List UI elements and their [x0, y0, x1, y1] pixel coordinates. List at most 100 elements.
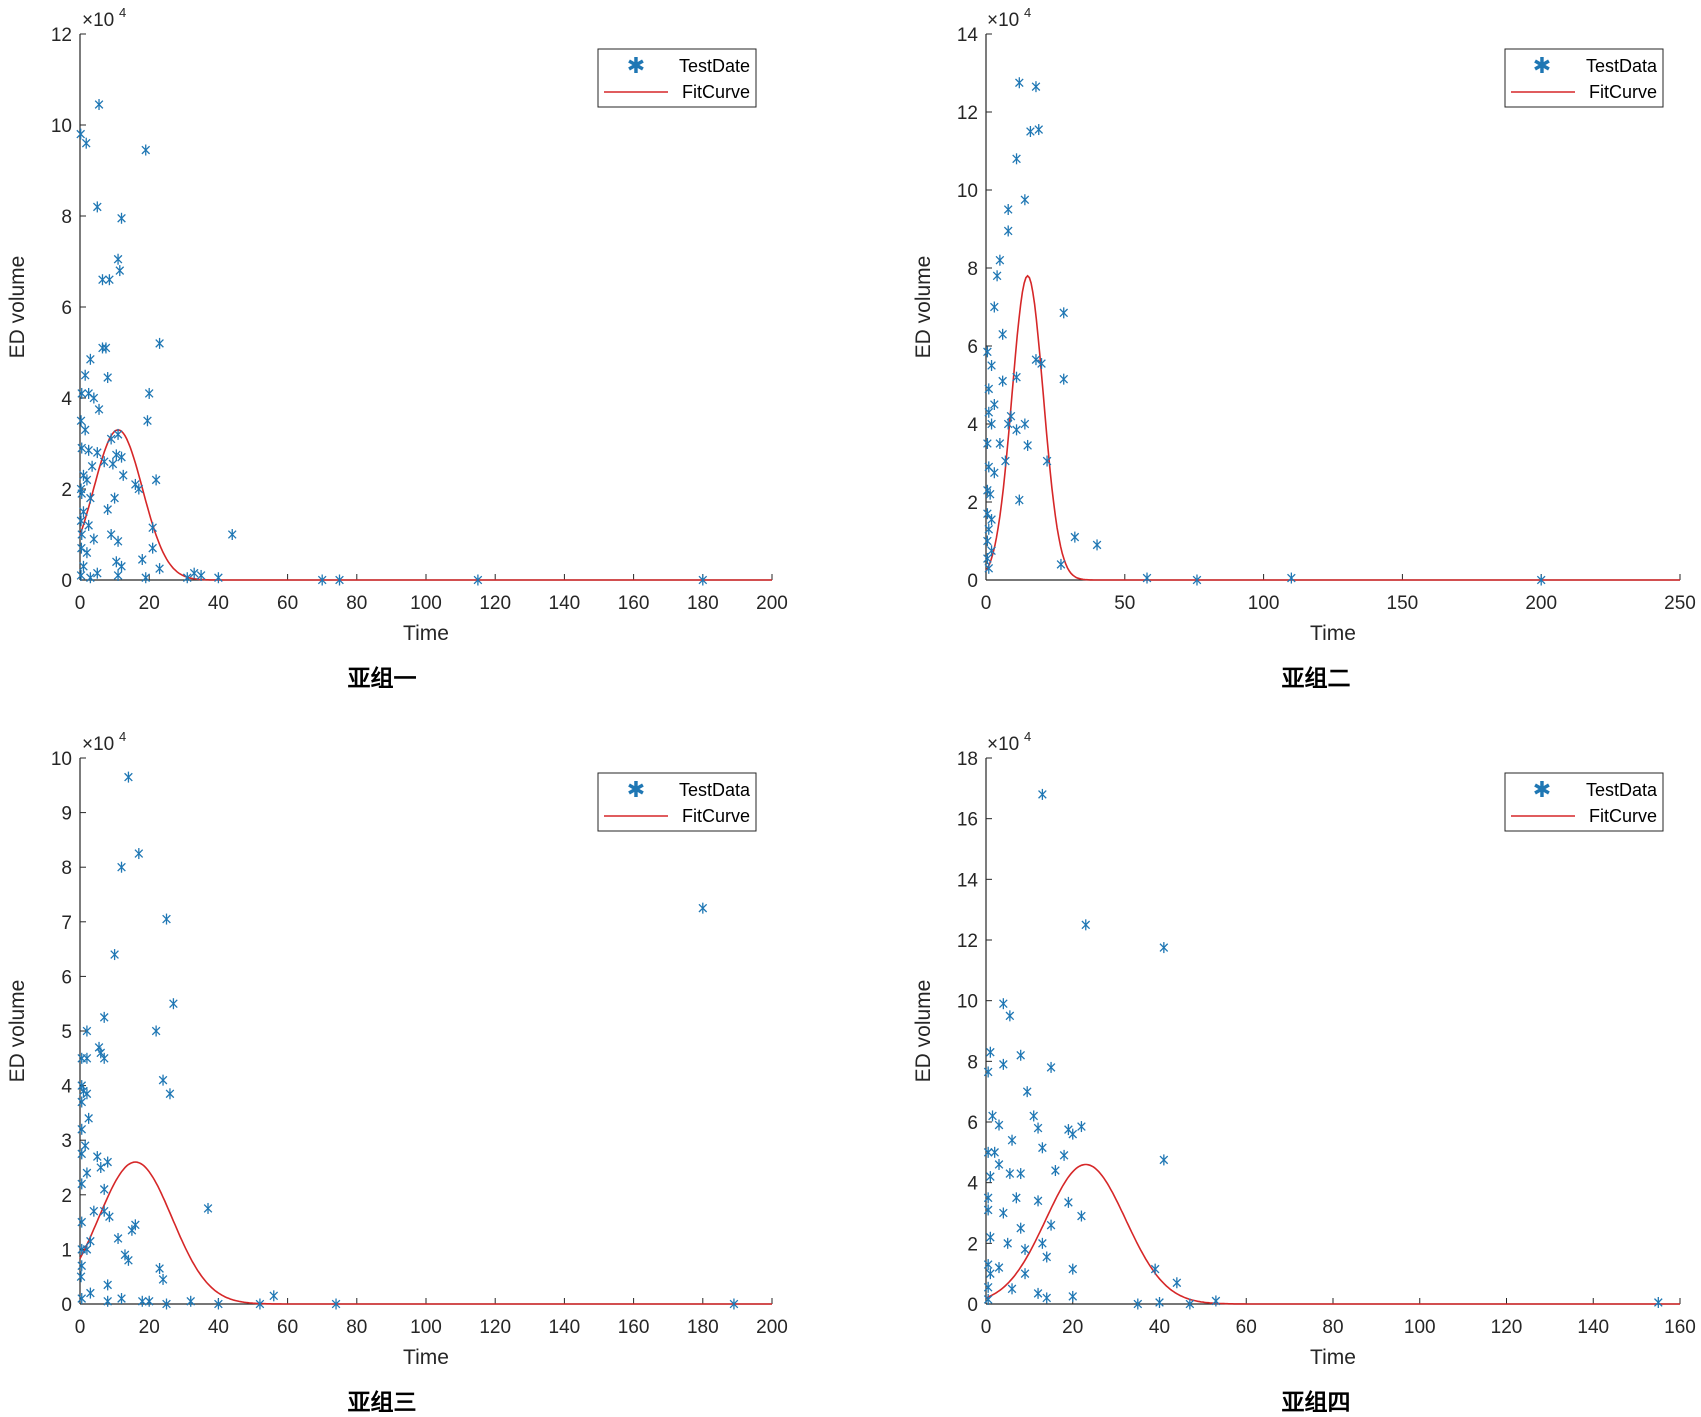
panel-caption: 亚组一 [348, 665, 417, 692]
data-point [99, 1052, 109, 1064]
data-point [144, 387, 154, 399]
y-tick-label: 8 [967, 1052, 978, 1073]
x-tick-label: 80 [346, 593, 367, 614]
y-axis-label: ED volume [6, 980, 29, 1083]
x-tick-label: 200 [1525, 593, 1557, 614]
data-point [82, 474, 92, 486]
data-point [103, 1279, 112, 1291]
data-point [1159, 942, 1169, 954]
y-tick-label: 3 [61, 1131, 72, 1152]
x-tick-label: 140 [549, 593, 581, 614]
data-point [115, 265, 125, 277]
data-point [729, 1298, 739, 1310]
data-point [1001, 455, 1010, 467]
data-point [89, 1205, 99, 1217]
data-point [1159, 1154, 1169, 1166]
data-point [120, 1249, 130, 1261]
data-point [1029, 1110, 1039, 1122]
data-point [81, 137, 91, 149]
x-tick-label: 160 [1664, 1317, 1696, 1338]
legend-entry-1-marker: ✱ [1533, 53, 1551, 78]
data-point [994, 1119, 1004, 1131]
y-axis-label: ED volume [912, 256, 935, 359]
data-point [76, 128, 86, 140]
data-point [86, 353, 95, 365]
data-point [998, 328, 1007, 340]
legend-entry-1-marker: ✱ [627, 777, 645, 802]
data-point [96, 1047, 106, 1059]
data-point [1012, 371, 1021, 383]
data-point [92, 567, 102, 579]
data-point [143, 415, 152, 427]
data-point [1038, 788, 1047, 800]
data-point [214, 572, 223, 584]
data-point [983, 553, 992, 565]
data-point [80, 369, 90, 381]
data-point [983, 508, 992, 520]
data-point [105, 274, 114, 286]
data-point [151, 1025, 161, 1037]
y-tick-label: 0 [61, 1295, 72, 1316]
data-point [987, 418, 996, 430]
data-point [86, 1235, 95, 1247]
data-point [1042, 1251, 1052, 1263]
legend-entry-2-label: FitCurve [1589, 806, 1657, 826]
data-point [101, 342, 111, 354]
data-point [141, 572, 151, 584]
data-point [89, 392, 99, 404]
exponent-label: ×10 4 [987, 729, 1031, 755]
data-point [155, 563, 164, 575]
data-point [994, 1158, 1004, 1170]
exponent-power: 4 [119, 5, 126, 20]
data-point [984, 523, 994, 535]
x-tick-label: 200 [756, 593, 788, 614]
data-point [148, 522, 157, 534]
plot-area [80, 758, 772, 1304]
data-point [77, 488, 87, 500]
fit-curve-line [79, 429, 772, 581]
exponent-base: ×10 [987, 10, 1019, 31]
panel-2: 亚组二 Time ED volume ×10 4 0 50 100 150 200 250… [912, 5, 1696, 692]
data-point [698, 902, 708, 914]
data-point [82, 1243, 92, 1255]
panel-caption: 亚组三 [348, 1389, 417, 1416]
y-tick-label: 8 [967, 259, 978, 280]
data-point [1012, 153, 1021, 165]
data-point [999, 998, 1008, 1010]
x-tick-label: 40 [208, 593, 229, 614]
data-point [117, 861, 126, 873]
plot-area [986, 758, 1680, 1304]
exponent-power: 4 [1024, 5, 1031, 20]
data-point [134, 848, 144, 860]
data-point [1020, 418, 1030, 430]
legend-box [597, 772, 757, 832]
x-tick-label: 80 [1322, 1317, 1343, 1338]
x-tick-label: 100 [410, 1317, 442, 1338]
data-point [148, 542, 157, 554]
scatter-series [76, 771, 739, 1310]
x-tick-label: 160 [618, 593, 650, 614]
legend-entry-2-label: FitCurve [682, 806, 750, 826]
data-point [1007, 1283, 1017, 1295]
data-point [983, 1204, 993, 1216]
panel-3: 亚组三 Time ED volume ×10 4 0 20 40 60 80 100 120… [6, 729, 788, 1416]
data-point [1059, 1149, 1069, 1161]
x-axis-label: Time [403, 622, 449, 645]
exponent-label: ×10 4 [82, 729, 126, 755]
data-point [108, 458, 118, 470]
data-point [984, 383, 994, 395]
data-point [1003, 418, 1013, 430]
plot-area [986, 34, 1680, 580]
data-point [113, 428, 123, 440]
y-tick-label: 16 [957, 810, 978, 831]
data-point [1046, 1061, 1056, 1073]
y-tick-label: 14 [957, 25, 979, 46]
data-point [1023, 439, 1032, 451]
plot-area [80, 34, 772, 580]
x-tick-label: 120 [479, 1317, 511, 1338]
data-point [94, 403, 104, 415]
y-tick-label: 5 [61, 1022, 72, 1043]
x-axis-label: Time [1310, 1346, 1356, 1369]
data-point [1070, 531, 1080, 543]
y-tick-label: 4 [61, 1077, 72, 1098]
